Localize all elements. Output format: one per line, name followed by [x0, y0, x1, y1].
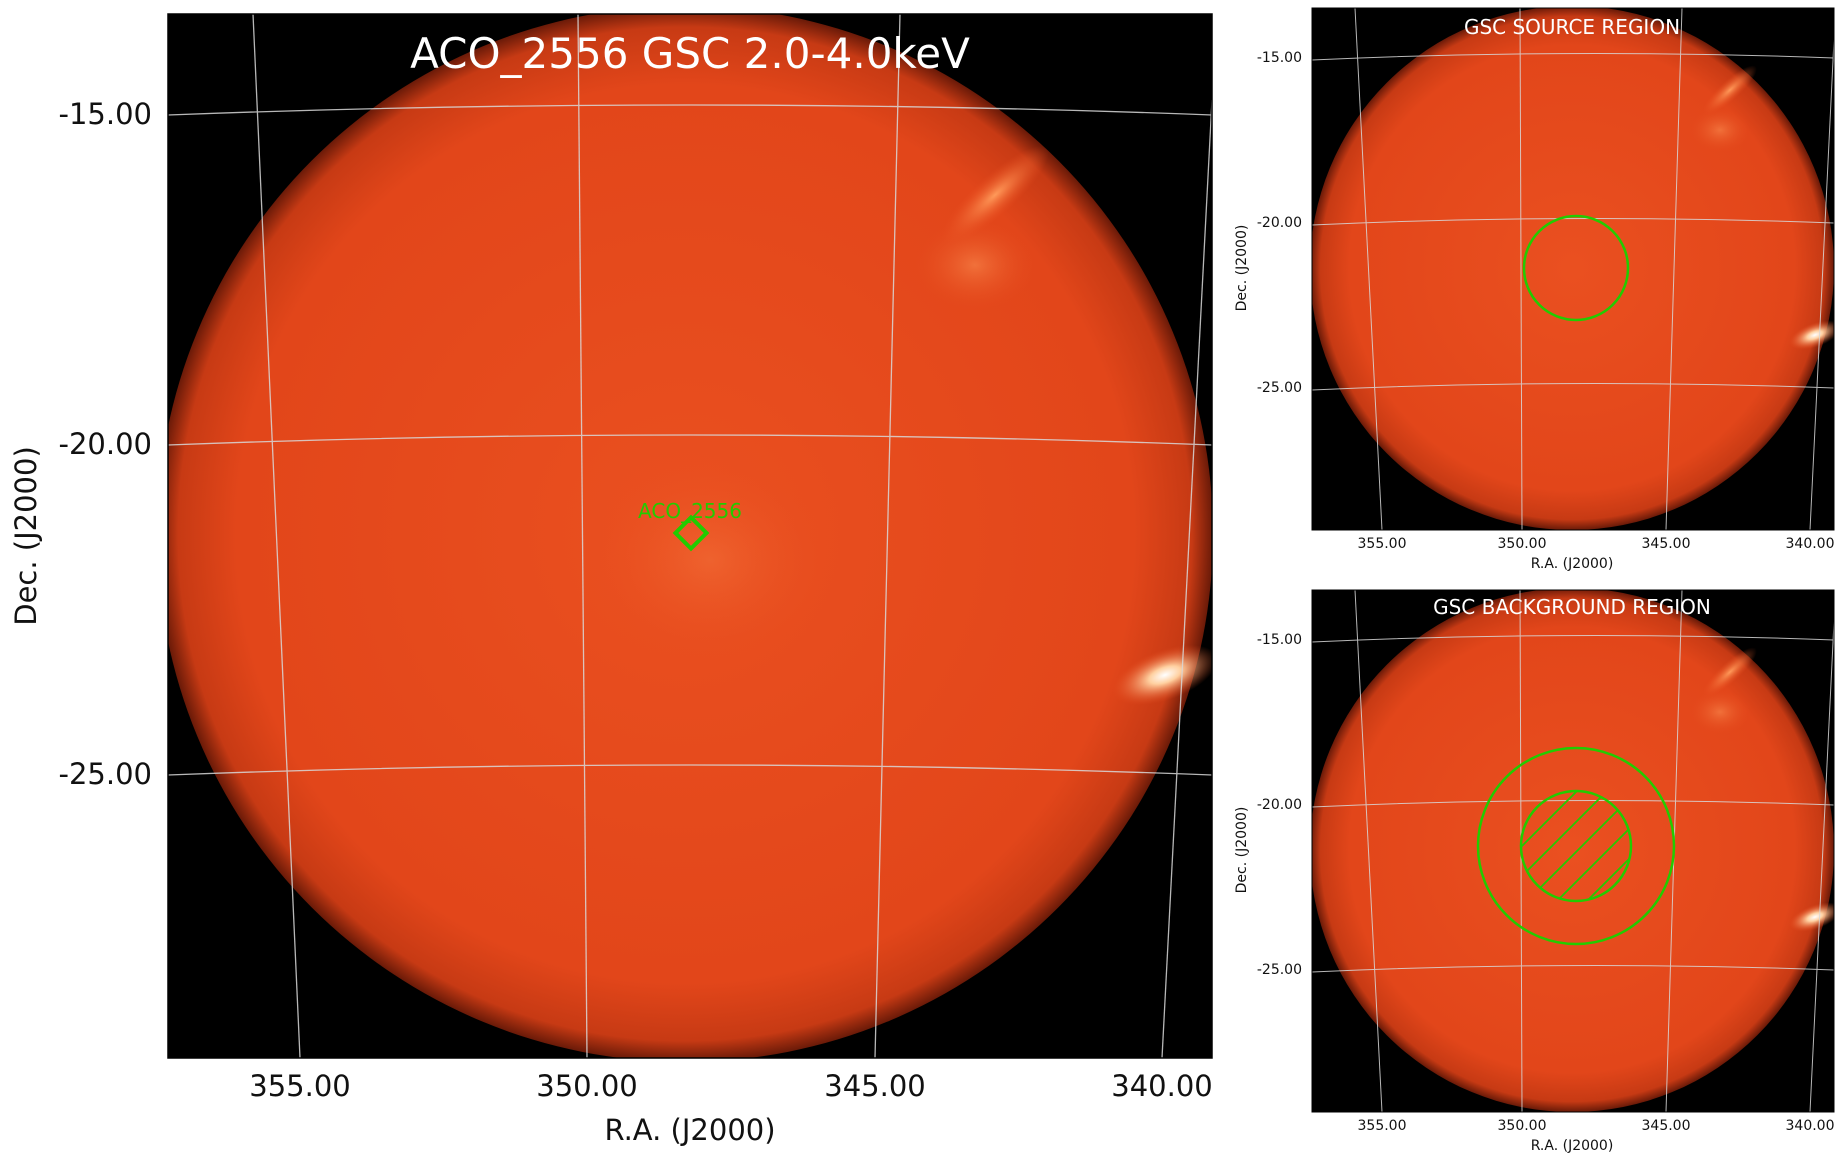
x-tick-label: 355.00	[1358, 1118, 1407, 1134]
source-region-panel: GSC SOURCE REGION -15.00 -20.00 -25.00 3…	[1234, 7, 1835, 572]
background-region-panel: GSC BACKGROUND REGION -15.00 -20.00 -25.…	[1234, 589, 1835, 1154]
main-map-panel: ACO_2556 ACO_2556 GSC 2.0-4.0keV -15.00 …	[9, 13, 1213, 1147]
bright-streak-upper	[941, 145, 1049, 245]
y-tick-label: -15.00	[59, 97, 153, 131]
background-x-axis-label: R.A. (J2000)	[1531, 1138, 1614, 1154]
y-tick-label: -25.00	[59, 757, 153, 791]
source-panel-title: GSC SOURCE REGION	[1464, 15, 1680, 39]
coordinate-grid	[1312, 8, 1834, 530]
main-image-area: ACO_2556 ACO_2556 GSC 2.0-4.0keV	[167, 13, 1213, 1059]
y-tick-label: -20.00	[1257, 797, 1302, 813]
bright-source-right	[1112, 644, 1212, 706]
y-tick-label: -25.00	[1257, 380, 1302, 396]
y-tick-label: -15.00	[1257, 50, 1302, 66]
x-tick-label: 340.00	[1786, 1118, 1835, 1134]
detector-disk	[1312, 590, 1834, 1112]
detector-disk	[1312, 8, 1834, 530]
coordinate-grid	[168, 14, 1212, 1058]
main-x-axis-label: R.A. (J2000)	[604, 1113, 775, 1147]
x-tick-label: 340.00	[1111, 1069, 1212, 1103]
main-title: ACO_2556 GSC 2.0-4.0keV	[410, 29, 970, 78]
x-tick-label: 355.00	[1358, 536, 1407, 552]
x-tick-label: 350.00	[1498, 536, 1547, 552]
source-label: ACO_2556	[638, 499, 742, 523]
main-y-axis-label: Dec. (J2000)	[9, 446, 43, 626]
x-tick-label: 345.00	[824, 1069, 925, 1103]
source-region-circle[interactable]	[1522, 214, 1630, 322]
main-y-ticks: -15.00 -20.00 -25.00	[59, 97, 153, 791]
x-tick-label: 345.00	[1642, 536, 1691, 552]
aco-2556-source-marker[interactable]	[672, 514, 710, 552]
source-x-axis-label: R.A. (J2000)	[1531, 556, 1614, 572]
y-tick-label: -25.00	[1257, 962, 1302, 978]
background-panel-title: GSC BACKGROUND REGION	[1433, 595, 1711, 619]
source-y-axis-label: Dec. (J2000)	[1234, 225, 1250, 312]
x-tick-label: 350.00	[536, 1069, 637, 1103]
y-tick-label: -20.00	[1257, 215, 1302, 231]
background-y-axis-label: Dec. (J2000)	[1234, 807, 1250, 894]
x-tick-label: 350.00	[1498, 1118, 1547, 1134]
background-annulus-outer[interactable]	[1476, 746, 1676, 946]
x-tick-label: 355.00	[249, 1069, 350, 1103]
x-tick-label: 340.00	[1786, 536, 1835, 552]
y-tick-label: -20.00	[59, 427, 153, 461]
x-tick-label: 345.00	[1642, 1118, 1691, 1134]
main-x-ticks: 355.00 350.00 345.00 340.00	[249, 1069, 1212, 1103]
y-tick-label: -15.00	[1257, 632, 1302, 648]
